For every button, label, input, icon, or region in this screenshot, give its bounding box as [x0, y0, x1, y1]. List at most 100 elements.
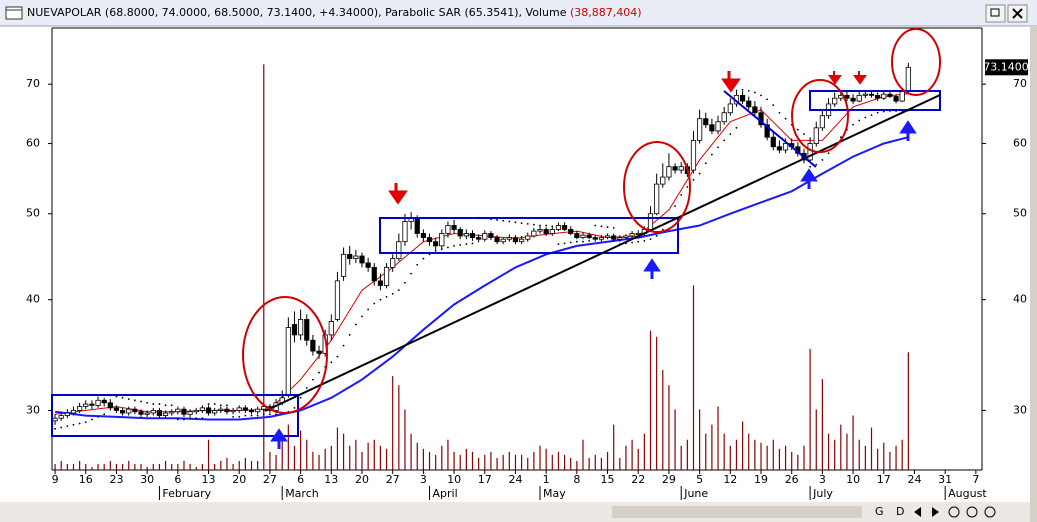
sar-dot [72, 423, 75, 426]
volume-bar [692, 285, 695, 470]
month-label: February [162, 487, 211, 500]
volume-bar [214, 463, 216, 470]
volume-bar [385, 448, 388, 470]
candle-body [236, 407, 242, 411]
sar-dot [717, 146, 719, 149]
x-tick-label: 19 [754, 473, 768, 486]
volume-bar [471, 451, 474, 470]
candle-body [242, 407, 248, 411]
candle-body [328, 321, 334, 336]
down-arrow [721, 71, 741, 93]
candle-body [316, 350, 322, 354]
candle-body [850, 97, 856, 102]
volume-bar [674, 409, 676, 470]
sar-dot [600, 225, 603, 228]
volume-bar [91, 466, 93, 470]
candle-body [519, 238, 525, 243]
volume-bar [600, 457, 603, 470]
sar-dot [219, 404, 222, 407]
sar-dot [115, 395, 118, 398]
y-tick-label: 40 [1013, 293, 1027, 306]
volume-bar [852, 415, 854, 470]
window-icon [5, 6, 23, 20]
candle-body [623, 235, 629, 238]
y-tick-label: 60 [1013, 137, 1027, 150]
sar-dot [772, 104, 775, 107]
volume-bar [496, 457, 498, 470]
volume-bar [834, 439, 836, 470]
candle-body [255, 408, 261, 413]
sar-dot [637, 240, 640, 243]
candle-body [77, 406, 83, 411]
sar-dot [207, 403, 210, 405]
circle-annotation [791, 79, 849, 153]
volume-bar [478, 457, 480, 470]
sar-dot [299, 396, 302, 399]
zoom-out-icon[interactable] [966, 506, 978, 518]
x-tick-label: 20 [355, 473, 369, 486]
candle-body [248, 410, 255, 413]
x-tick-label: 8 [573, 473, 580, 486]
sar-dot [588, 239, 591, 242]
candle-body [832, 97, 838, 105]
candle-body [844, 94, 850, 99]
candle-body [383, 266, 390, 286]
candle-body [574, 233, 580, 238]
reset-icon[interactable] [984, 506, 996, 518]
sar-dot [256, 414, 259, 417]
candle-body [426, 237, 433, 243]
sar-dot [54, 427, 56, 430]
sar-dot [170, 404, 173, 407]
sar-dot [361, 315, 363, 318]
volume-bar [527, 457, 529, 470]
toolbar-button[interactable]: G [875, 505, 884, 518]
volume-bar [404, 409, 406, 470]
volume-bar [342, 433, 345, 470]
volume-bar [539, 445, 541, 470]
sar-dot [508, 220, 511, 223]
candle-body [862, 93, 868, 96]
candle-body [469, 233, 476, 238]
last-price-label: 73.1400 [983, 60, 1029, 73]
sar-dot [882, 110, 885, 113]
sar-dot [532, 223, 535, 226]
zoom-in-icon[interactable] [948, 506, 960, 518]
sar-dot [262, 413, 265, 416]
restore-icon [990, 8, 1000, 17]
toolbar-icons[interactable] [914, 507, 939, 517]
candle-body [617, 237, 623, 240]
candle-body [371, 266, 377, 282]
volume-bar [300, 430, 302, 470]
x-tick-label: 5 [696, 473, 703, 486]
y-tick-label: 70 [1013, 77, 1027, 90]
candle-body [64, 412, 70, 417]
restore-button[interactable] [985, 4, 1006, 23]
volume-bar [60, 460, 62, 470]
candle-body [647, 213, 654, 230]
x-tick-label: 10 [846, 473, 860, 486]
volume-bar [791, 451, 793, 470]
box-annotation [51, 394, 299, 437]
sar-dot [674, 205, 676, 208]
sar-dot [416, 263, 419, 266]
candle-body [291, 324, 298, 336]
x-tick-label: 26 [785, 473, 799, 486]
x-tick-label: 1 [543, 473, 550, 486]
volume-bar [594, 454, 596, 470]
x-tick-label: 31 [938, 473, 952, 486]
sar-dot [594, 224, 597, 227]
candle-body [212, 410, 218, 414]
volume-bar [582, 439, 584, 470]
up-arrow [643, 258, 661, 279]
volume-bar [392, 376, 394, 470]
volume-bar [901, 439, 903, 470]
scrollbar[interactable] [612, 506, 862, 518]
volume-bar [115, 463, 118, 470]
volume-bar [121, 463, 124, 470]
toolbar-button[interactable]: D [896, 505, 904, 518]
y-tick-label: 50 [26, 207, 40, 220]
x-tick-label: 29 [662, 473, 676, 486]
x-tick-label: 15 [601, 473, 615, 486]
candle-body [138, 411, 144, 415]
y-tick-label: 30 [26, 403, 40, 416]
